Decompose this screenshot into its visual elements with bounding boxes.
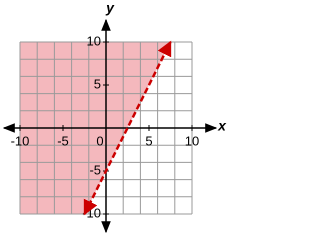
x-tick-label: 0 — [96, 133, 103, 148]
y-tick-label: 10 — [87, 33, 101, 48]
x-tick-label: 10 — [185, 133, 199, 148]
x-tick-label: -5 — [57, 133, 69, 148]
y-tick-label: 5 — [94, 76, 101, 91]
y-tick-label: -5 — [89, 162, 101, 177]
boundary-line — [83, 40, 172, 216]
x-tick-label: 5 — [145, 133, 152, 148]
x-tick-label: -10 — [11, 133, 30, 148]
x-axis-label: x — [217, 118, 227, 134]
y-axis-label: y — [105, 0, 115, 16]
